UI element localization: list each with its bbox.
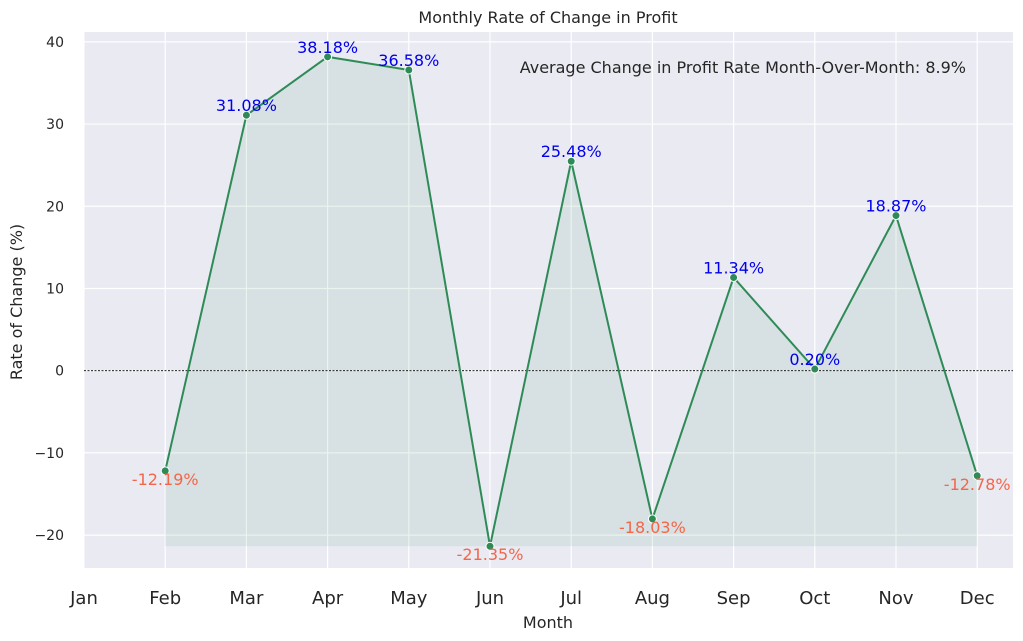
data-labels: -12.19% 31.08% 38.18% 36.58% -21.35% 25.48% -1…: [132, 38, 1011, 564]
data-label: 18.87%: [865, 197, 926, 216]
x-tick-label: Jan: [69, 588, 98, 609]
y-tick-label: 40: [46, 35, 64, 51]
data-point: [404, 65, 414, 75]
data-point: [485, 541, 495, 551]
data-point: [566, 156, 576, 166]
area-fill-shape: [165, 56, 978, 547]
data-label: -18.03%: [619, 518, 686, 537]
plot-background: [84, 32, 1013, 568]
average-annotation: Average Change in Profit Rate Month-Over…: [520, 58, 966, 77]
area-fill: [165, 56, 978, 547]
data-label: 36.58%: [378, 51, 439, 70]
x-axis-ticks: Jan Feb Mar Apr May Jun Jul Aug Sep Oct Nov Dec: [69, 588, 994, 609]
data-point: [241, 110, 251, 120]
data-point: [972, 471, 982, 481]
data-point: [323, 52, 333, 62]
data-label: 38.18%: [297, 38, 358, 57]
y-tick-label: 20: [46, 199, 64, 215]
data-label: 0.20%: [789, 350, 840, 369]
x-tick-label: Nov: [878, 588, 913, 609]
data-point: [891, 211, 901, 221]
data-point: [160, 466, 170, 476]
data-label: 11.34%: [703, 258, 764, 277]
series-points: [160, 52, 982, 551]
y-axis-ticks: 40 30 20 10 0 −10 −20: [34, 35, 64, 544]
data-label: -12.78%: [944, 475, 1011, 494]
x-tick-label: Feb: [149, 588, 181, 609]
x-tick-label: May: [390, 588, 428, 609]
data-point: [810, 364, 820, 374]
y-tick-label: −20: [34, 528, 64, 544]
x-tick-label: Jul: [559, 588, 582, 609]
chart-title: Monthly Rate of Change in Profit: [418, 8, 677, 27]
x-tick-label: Apr: [312, 588, 344, 609]
data-point: [729, 272, 739, 282]
y-tick-label: 10: [46, 281, 64, 297]
x-tick-label: Aug: [635, 588, 670, 609]
y-axis-label: Rate of Change (%): [7, 224, 26, 380]
x-tick-label: Oct: [799, 588, 830, 609]
x-tick-label: Dec: [960, 588, 995, 609]
x-tick-label: Jun: [475, 588, 504, 609]
y-tick-label: −10: [34, 446, 64, 462]
x-tick-label: Sep: [717, 588, 751, 609]
x-tick-label: Mar: [229, 588, 264, 609]
data-label: 31.08%: [216, 96, 277, 115]
data-point: [647, 514, 657, 524]
data-label: -12.19%: [132, 470, 199, 489]
data-label: -21.35%: [457, 545, 524, 564]
y-tick-label: 30: [46, 117, 64, 133]
y-tick-label: 0: [55, 364, 64, 380]
x-axis-label: Month: [523, 613, 573, 632]
data-label: 25.48%: [541, 142, 602, 161]
